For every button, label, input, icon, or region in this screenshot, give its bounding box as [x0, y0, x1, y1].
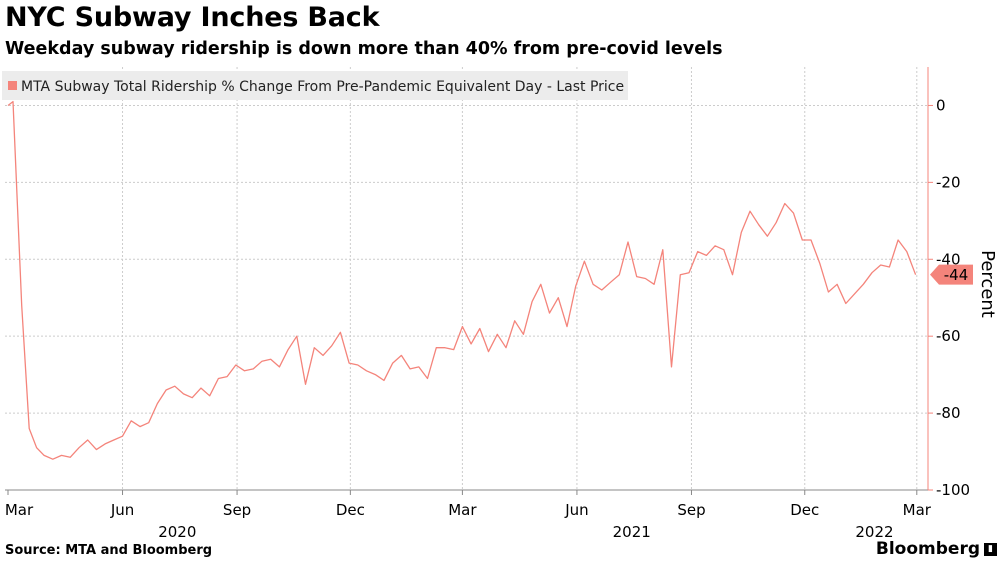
- gridlines: [5, 67, 928, 490]
- source-note: Source: MTA and Bloomberg: [5, 543, 213, 558]
- chart-title: NYC Subway Inches Back: [5, 2, 380, 33]
- last-value-label: -44: [944, 266, 969, 284]
- x-tick-label: Sep: [223, 501, 251, 519]
- x-tick-label: Dec: [336, 501, 365, 519]
- y-axis-title: Percent: [977, 250, 998, 318]
- chart-subtitle: Weekday subway ridership is down more th…: [5, 39, 723, 59]
- bloomberg-terminal-icon: ▮: [984, 542, 997, 556]
- x-tick-label: Sep: [677, 501, 705, 519]
- y-tick-label: -60: [936, 327, 961, 345]
- x-tick-label: Dec: [790, 501, 819, 519]
- y-tick-label: -100: [936, 481, 970, 499]
- x-year-label: 2022: [855, 523, 893, 541]
- x-year-label: 2020: [158, 523, 196, 541]
- brand-logo: Bloomberg ▮: [876, 539, 997, 559]
- x-tick-label: Jun: [564, 501, 588, 519]
- y-axis-title-group: Percent: [977, 250, 998, 318]
- legend: MTA Subway Total Ridership % Change From…: [2, 71, 628, 100]
- x-tick-label: Mar: [5, 501, 34, 519]
- legend-swatch: [8, 81, 17, 90]
- series-layer: [7, 100, 917, 460]
- y-tick-label: -80: [936, 404, 961, 422]
- x-tick-label: Jun: [110, 501, 134, 519]
- series-line: [7, 100, 917, 460]
- y-tick-label: -40: [936, 250, 961, 268]
- legend-label: MTA Subway Total Ridership % Change From…: [21, 79, 624, 95]
- y-tick-label: -20: [936, 173, 961, 191]
- y-tick-label: 0: [936, 96, 946, 114]
- x-year-label: 2021: [613, 523, 651, 541]
- x-tick-label: Mar: [903, 501, 932, 519]
- last-value-flag: [930, 264, 973, 285]
- brand-wordmark: Bloomberg: [875, 539, 980, 559]
- x-tick-label: Mar: [448, 501, 477, 519]
- legend-background: [2, 71, 628, 100]
